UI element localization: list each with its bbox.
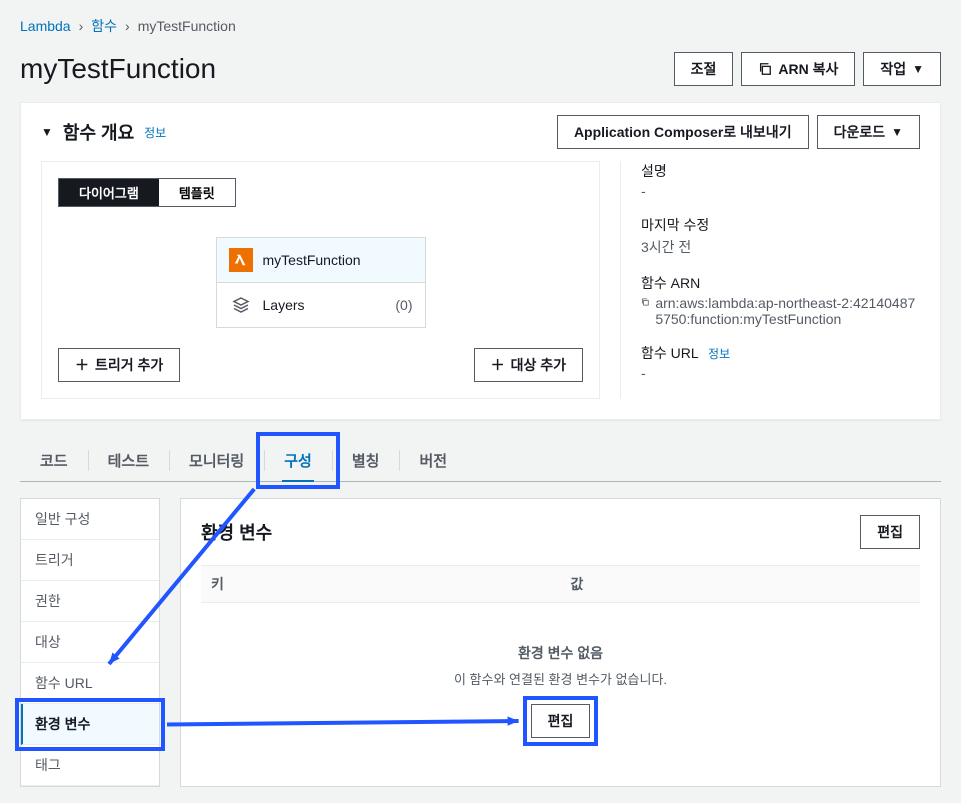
empty-desc: 이 함수와 연결된 환경 변수가 없습니다.	[221, 669, 900, 688]
env-vars-title: 환경 변수	[201, 519, 272, 545]
meta-url-label: 함수 URL	[641, 345, 698, 361]
tab-config[interactable]: 구성	[264, 440, 332, 481]
tab-monitoring[interactable]: 모니터링	[169, 440, 264, 481]
edit-env-button-top[interactable]: 편집	[860, 515, 920, 549]
sidebar-item-fn-url[interactable]: 함수 URL	[21, 663, 159, 704]
add-destination-label: 대상 추가	[511, 355, 566, 375]
sidebar-item-destinations[interactable]: 대상	[21, 622, 159, 663]
function-card[interactable]: myTestFunction Layers (0)	[216, 237, 426, 328]
meta-description-value: -	[641, 183, 920, 199]
layers-label: Layers	[263, 297, 305, 313]
empty-state: 환경 변수 없음 이 함수와 연결된 환경 변수가 없습니다. 편집	[201, 603, 920, 758]
tab-test[interactable]: 테스트	[88, 440, 169, 481]
toggle-diagram[interactable]: 다이어그램	[59, 179, 159, 206]
sidebar-item-triggers[interactable]: 트리거	[21, 540, 159, 581]
chevron-right-icon: ›	[79, 18, 84, 34]
col-key: 키	[201, 566, 561, 602]
copy-arn-label: ARN 복사	[778, 59, 838, 79]
overview-panel: ▼ 함수 개요 정보 Application Composer로 내보내기 다운…	[20, 102, 941, 420]
layers-icon	[229, 293, 253, 317]
function-card-main[interactable]: myTestFunction	[217, 238, 425, 282]
view-toggle: 다이어그램 템플릿	[58, 178, 236, 207]
breadcrumb-functions[interactable]: 함수	[91, 16, 117, 36]
empty-title: 환경 변수 없음	[221, 643, 900, 663]
meta-modified-label: 마지막 수정	[641, 215, 920, 235]
chevron-right-icon: ›	[125, 18, 130, 34]
plus-icon: ＋	[491, 355, 505, 375]
config-sidebar: 일반 구성 트리거 권한 대상 함수 URL 환경 변수 태그	[20, 498, 160, 787]
edit-env-button-empty[interactable]: 편집	[531, 704, 591, 738]
meta-url-info-link[interactable]: 정보	[708, 347, 730, 361]
actions-label: 작업	[880, 59, 906, 79]
meta-arn-label: 함수 ARN	[641, 273, 920, 293]
meta-modified-value: 3시간 전	[641, 237, 920, 257]
throttle-button[interactable]: 조절	[674, 52, 734, 86]
caret-down-icon: ▼	[912, 62, 924, 76]
page-title: myTestFunction	[20, 53, 216, 85]
meta-url-value: -	[641, 365, 920, 381]
breadcrumb-lambda[interactable]: Lambda	[20, 18, 71, 34]
function-card-layers[interactable]: Layers (0)	[217, 282, 425, 327]
toggle-template[interactable]: 템플릿	[159, 179, 235, 206]
export-composer-button[interactable]: Application Composer로 내보내기	[557, 115, 809, 149]
plus-icon: ＋	[75, 355, 89, 375]
lambda-icon	[229, 248, 253, 272]
diagram-panel: 다이어그램 템플릿 myTestFunction	[41, 161, 600, 399]
collapse-caret-icon[interactable]: ▼	[41, 125, 53, 139]
sidebar-item-env-vars[interactable]: 환경 변수	[21, 704, 159, 745]
download-button[interactable]: 다운로드 ▼	[817, 115, 920, 149]
meta-arn-value: arn:aws:lambda:ap-northeast-2:4214048757…	[655, 295, 920, 327]
col-value: 값	[561, 566, 921, 602]
copy-arn-button[interactable]: ARN 복사	[741, 52, 855, 86]
sidebar-item-tags[interactable]: 태그	[21, 745, 159, 786]
add-trigger-button[interactable]: ＋ 트리거 추가	[58, 348, 180, 382]
breadcrumb-current: myTestFunction	[138, 18, 236, 34]
breadcrumb: Lambda › 함수 › myTestFunction	[20, 16, 941, 36]
function-tabs: 코드 테스트 모니터링 구성 별칭 버전	[20, 440, 941, 482]
layers-count: (0)	[395, 297, 412, 313]
function-meta: 설명 - 마지막 수정 3시간 전 함수 ARN arn:aws:lambda:…	[620, 161, 920, 399]
copy-icon	[758, 62, 772, 76]
overview-title: 함수 개요	[63, 119, 134, 145]
actions-button[interactable]: 작업 ▼	[863, 52, 941, 86]
add-destination-button[interactable]: ＋ 대상 추가	[474, 348, 583, 382]
copy-icon[interactable]	[641, 295, 649, 309]
tab-code[interactable]: 코드	[20, 440, 88, 481]
overview-info-link[interactable]: 정보	[144, 124, 166, 141]
add-trigger-label: 트리거 추가	[95, 355, 163, 375]
sidebar-item-permissions[interactable]: 권한	[21, 581, 159, 622]
function-name: myTestFunction	[263, 252, 361, 268]
meta-description-label: 설명	[641, 161, 920, 181]
sidebar-item-general[interactable]: 일반 구성	[21, 499, 159, 540]
download-label: 다운로드	[834, 122, 886, 142]
tab-aliases[interactable]: 별칭	[332, 440, 400, 481]
caret-down-icon: ▼	[891, 125, 903, 139]
env-table-header: 키 값	[201, 565, 920, 603]
env-vars-panel: 환경 변수 편집 키 값 환경 변수 없음 이 함수와 연결된 환경 변수가 없…	[180, 498, 941, 787]
tab-versions[interactable]: 버전	[399, 440, 467, 481]
